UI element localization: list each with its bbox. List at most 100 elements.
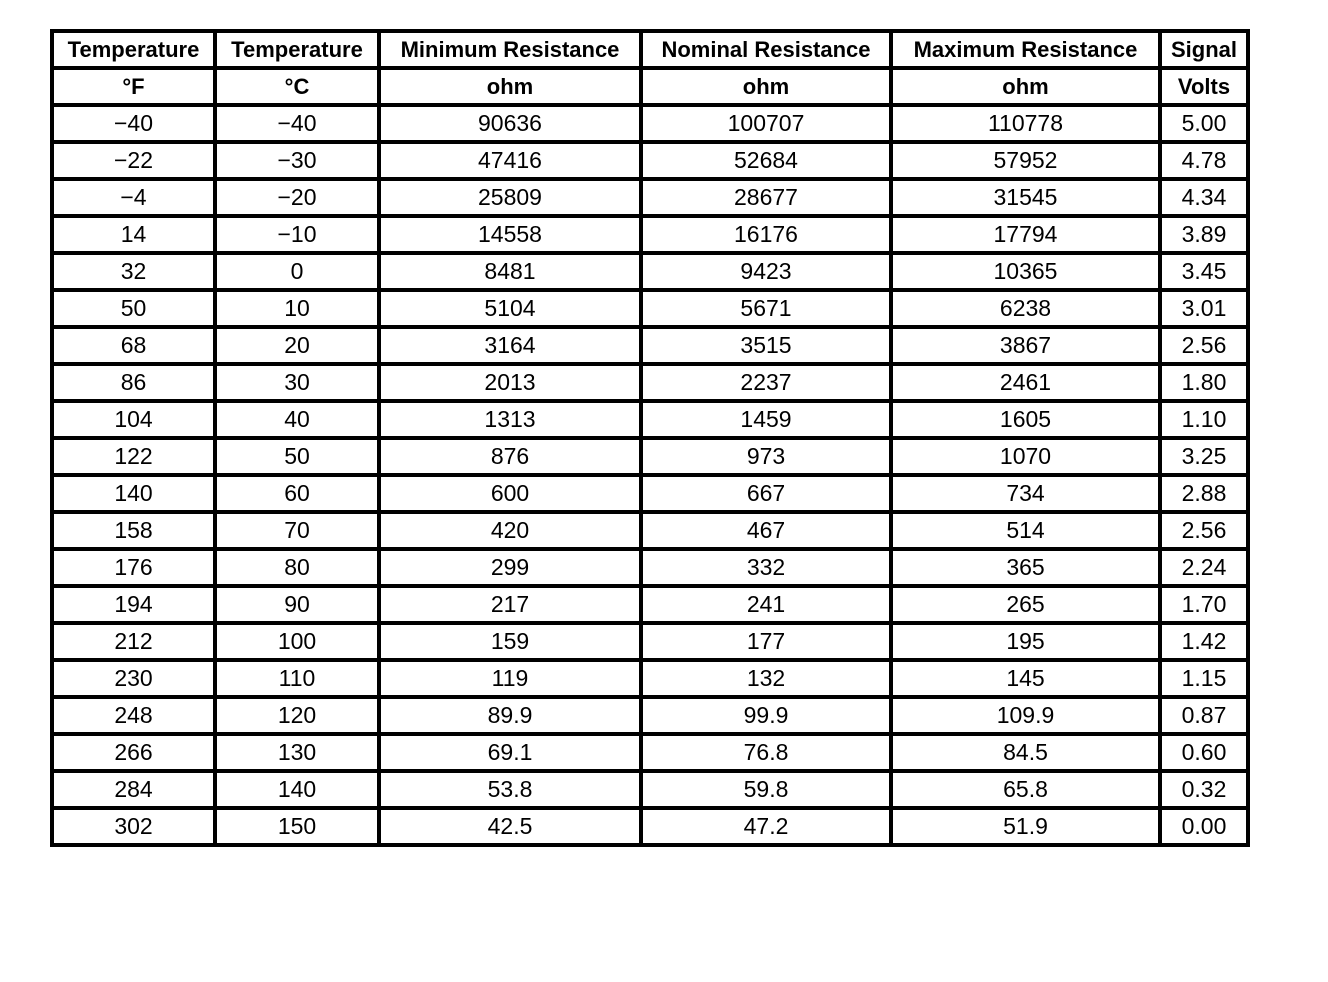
table-row: 176 80 299 332 365 2.24: [50, 547, 1250, 588]
temp-c-cell: −10: [213, 214, 381, 255]
header-signal: Signal: [1158, 29, 1250, 70]
max-resistance-cell: 145: [889, 658, 1162, 699]
table-row: 122 50 876 973 1070 3.25: [50, 436, 1250, 477]
temp-f-cell: 32: [50, 251, 217, 292]
max-resistance-cell: 1605: [889, 399, 1162, 440]
table-row: 86 30 2013 2237 2461 1.80: [50, 362, 1250, 403]
signal-volts-cell: 3.45: [1158, 251, 1250, 292]
temp-c-cell: 130: [213, 732, 381, 773]
temp-c-cell: 70: [213, 510, 381, 551]
unit-f: °F: [50, 66, 217, 107]
units-row: °F °C ohm ohm ohm Volts: [50, 66, 1250, 107]
min-resistance-cell: 14558: [377, 214, 643, 255]
max-resistance-cell: 110778: [889, 103, 1162, 144]
signal-volts-cell: 2.56: [1158, 510, 1250, 551]
temp-c-cell: 100: [213, 621, 381, 662]
max-resistance-cell: 65.8: [889, 769, 1162, 810]
signal-volts-cell: 0.60: [1158, 732, 1250, 773]
min-resistance-cell: 876: [377, 436, 643, 477]
temp-f-cell: 14: [50, 214, 217, 255]
signal-volts-cell: 3.25: [1158, 436, 1250, 477]
temp-f-cell: 284: [50, 769, 217, 810]
signal-volts-cell: 3.89: [1158, 214, 1250, 255]
temp-c-cell: −40: [213, 103, 381, 144]
max-resistance-cell: 17794: [889, 214, 1162, 255]
table-row: 194 90 217 241 265 1.70: [50, 584, 1250, 625]
max-resistance-cell: 10365: [889, 251, 1162, 292]
temp-f-cell: 50: [50, 288, 217, 329]
table-row: 212 100 159 177 195 1.42: [50, 621, 1250, 662]
table-row: 14 −10 14558 16176 17794 3.89: [50, 214, 1250, 255]
temp-f-cell: 266: [50, 732, 217, 773]
max-resistance-cell: 2461: [889, 362, 1162, 403]
nominal-resistance-cell: 177: [639, 621, 893, 662]
temp-f-cell: 104: [50, 399, 217, 440]
temp-f-cell: 212: [50, 621, 217, 662]
table-row: 302 150 42.5 47.2 51.9 0.00: [50, 806, 1250, 847]
min-resistance-cell: 69.1: [377, 732, 643, 773]
max-resistance-cell: 514: [889, 510, 1162, 551]
min-resistance-cell: 25809: [377, 177, 643, 218]
table-row: 50 10 5104 5671 6238 3.01: [50, 288, 1250, 329]
signal-volts-cell: 1.70: [1158, 584, 1250, 625]
min-resistance-cell: 5104: [377, 288, 643, 329]
min-resistance-cell: 3164: [377, 325, 643, 366]
nominal-resistance-cell: 1459: [639, 399, 893, 440]
temp-f-cell: −40: [50, 103, 217, 144]
table-row: −40 −40 90636 100707 110778 5.00: [50, 103, 1250, 144]
min-resistance-cell: 1313: [377, 399, 643, 440]
nominal-resistance-cell: 76.8: [639, 732, 893, 773]
nominal-resistance-cell: 47.2: [639, 806, 893, 847]
temp-f-cell: −22: [50, 140, 217, 181]
temp-f-cell: 230: [50, 658, 217, 699]
unit-c: °C: [213, 66, 381, 107]
unit-max-ohm: ohm: [889, 66, 1162, 107]
signal-volts-cell: 3.01: [1158, 288, 1250, 329]
signal-volts-cell: 1.10: [1158, 399, 1250, 440]
nominal-resistance-cell: 99.9: [639, 695, 893, 736]
header-minimum-resistance: Minimum Resistance: [377, 29, 643, 70]
nominal-resistance-cell: 52684: [639, 140, 893, 181]
min-resistance-cell: 299: [377, 547, 643, 588]
temp-c-cell: 40: [213, 399, 381, 440]
signal-volts-cell: 0.32: [1158, 769, 1250, 810]
min-resistance-cell: 600: [377, 473, 643, 514]
max-resistance-cell: 51.9: [889, 806, 1162, 847]
header-temperature-c: Temperature: [213, 29, 381, 70]
signal-volts-cell: 0.00: [1158, 806, 1250, 847]
max-resistance-cell: 365: [889, 547, 1162, 588]
temp-c-cell: 90: [213, 584, 381, 625]
min-resistance-cell: 42.5: [377, 806, 643, 847]
max-resistance-cell: 109.9: [889, 695, 1162, 736]
table-row: −22 −30 47416 52684 57952 4.78: [50, 140, 1250, 181]
min-resistance-cell: 217: [377, 584, 643, 625]
max-resistance-cell: 1070: [889, 436, 1162, 477]
min-resistance-cell: 2013: [377, 362, 643, 403]
temp-c-cell: 10: [213, 288, 381, 329]
nominal-resistance-cell: 2237: [639, 362, 893, 403]
nominal-resistance-cell: 28677: [639, 177, 893, 218]
unit-min-ohm: ohm: [377, 66, 643, 107]
temp-c-cell: −20: [213, 177, 381, 218]
header-nominal-resistance: Nominal Resistance: [639, 29, 893, 70]
temp-c-cell: 120: [213, 695, 381, 736]
temp-c-cell: 50: [213, 436, 381, 477]
max-resistance-cell: 31545: [889, 177, 1162, 218]
max-resistance-cell: 265: [889, 584, 1162, 625]
signal-volts-cell: 5.00: [1158, 103, 1250, 144]
min-resistance-cell: 90636: [377, 103, 643, 144]
nominal-resistance-cell: 973: [639, 436, 893, 477]
temp-c-cell: 140: [213, 769, 381, 810]
nominal-resistance-cell: 332: [639, 547, 893, 588]
max-resistance-cell: 6238: [889, 288, 1162, 329]
table-row: 104 40 1313 1459 1605 1.10: [50, 399, 1250, 440]
temp-c-cell: 110: [213, 658, 381, 699]
temp-c-cell: 80: [213, 547, 381, 588]
signal-volts-cell: 1.42: [1158, 621, 1250, 662]
signal-volts-cell: 2.88: [1158, 473, 1250, 514]
nominal-resistance-cell: 100707: [639, 103, 893, 144]
temp-f-cell: 302: [50, 806, 217, 847]
min-resistance-cell: 159: [377, 621, 643, 662]
nominal-resistance-cell: 467: [639, 510, 893, 551]
max-resistance-cell: 84.5: [889, 732, 1162, 773]
